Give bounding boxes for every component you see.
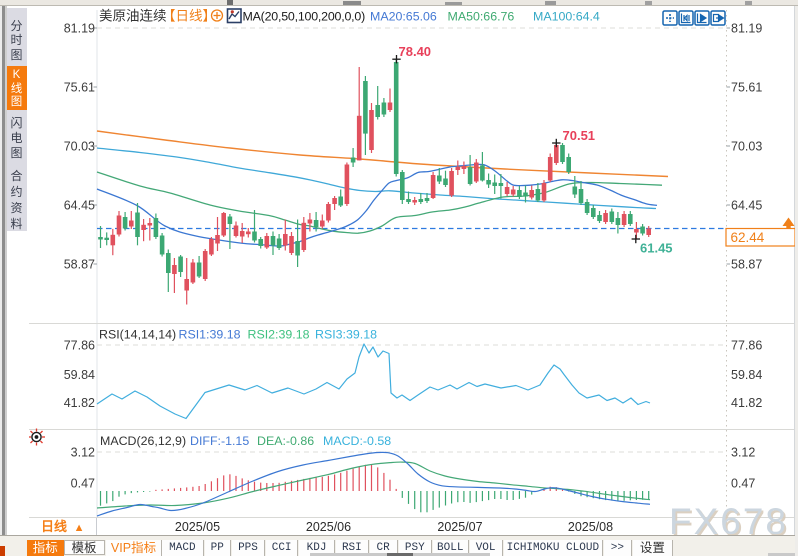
svg-text:MACD:-0.58: MACD:-0.58 xyxy=(323,434,391,448)
svg-text:MA20:65.06: MA20:65.06 xyxy=(370,10,437,24)
svg-text:RSI(14,14,14): RSI(14,14,14) xyxy=(99,328,176,342)
svg-text:64.45: 64.45 xyxy=(64,199,95,213)
svg-text:0.47: 0.47 xyxy=(71,477,95,491)
svg-text:RSI1:39.18: RSI1:39.18 xyxy=(179,328,241,342)
svg-text:75.61: 75.61 xyxy=(731,81,762,95)
svg-text:2025/07: 2025/07 xyxy=(437,520,482,534)
svg-text:RSI3:39.18: RSI3:39.18 xyxy=(315,328,377,342)
svg-text:75.61: 75.61 xyxy=(64,81,95,95)
svg-text:81.19: 81.19 xyxy=(64,22,95,36)
svg-text:81.19: 81.19 xyxy=(731,22,762,36)
svg-text:0.47: 0.47 xyxy=(731,477,755,491)
svg-text:2025/06: 2025/06 xyxy=(306,520,351,534)
svg-text:77.86: 77.86 xyxy=(64,339,95,353)
svg-text:59.84: 59.84 xyxy=(64,368,95,382)
svg-text:78.40: 78.40 xyxy=(399,44,432,59)
svg-text:MA(20,50,100,200,0,0): MA(20,50,100,200,0,0) xyxy=(243,10,366,24)
svg-text:70.51: 70.51 xyxy=(563,128,596,143)
svg-text:2025/08: 2025/08 xyxy=(568,520,613,534)
svg-text:3.12: 3.12 xyxy=(71,446,95,460)
svg-text:【日线】: 【日线】 xyxy=(162,9,216,24)
svg-text:58.87: 58.87 xyxy=(731,258,762,272)
svg-text:61.45: 61.45 xyxy=(640,241,673,256)
svg-text:2025/05: 2025/05 xyxy=(175,520,220,534)
svg-text:41.82: 41.82 xyxy=(64,396,95,410)
svg-text:77.86: 77.86 xyxy=(731,339,762,353)
svg-text:41.82: 41.82 xyxy=(731,396,762,410)
svg-text:MACD(26,12,9): MACD(26,12,9) xyxy=(100,434,186,448)
svg-text:64.45: 64.45 xyxy=(731,199,762,213)
svg-text:3.12: 3.12 xyxy=(731,446,755,460)
svg-text:MA100:64.4: MA100:64.4 xyxy=(533,10,600,24)
svg-text:DEA:-0.86: DEA:-0.86 xyxy=(257,434,314,448)
svg-text:DIFF:-1.15: DIFF:-1.15 xyxy=(190,434,249,448)
svg-text:59.84: 59.84 xyxy=(731,368,762,382)
svg-text:62.44: 62.44 xyxy=(731,230,765,245)
svg-text:70.03: 70.03 xyxy=(731,140,762,154)
svg-text:70.03: 70.03 xyxy=(64,140,95,154)
svg-text:MA50:66.76: MA50:66.76 xyxy=(448,10,515,24)
svg-text:58.87: 58.87 xyxy=(64,258,95,272)
svg-text:美原油连续: 美原油连续 xyxy=(99,9,167,24)
svg-text:RSI2:39.18: RSI2:39.18 xyxy=(248,328,310,342)
